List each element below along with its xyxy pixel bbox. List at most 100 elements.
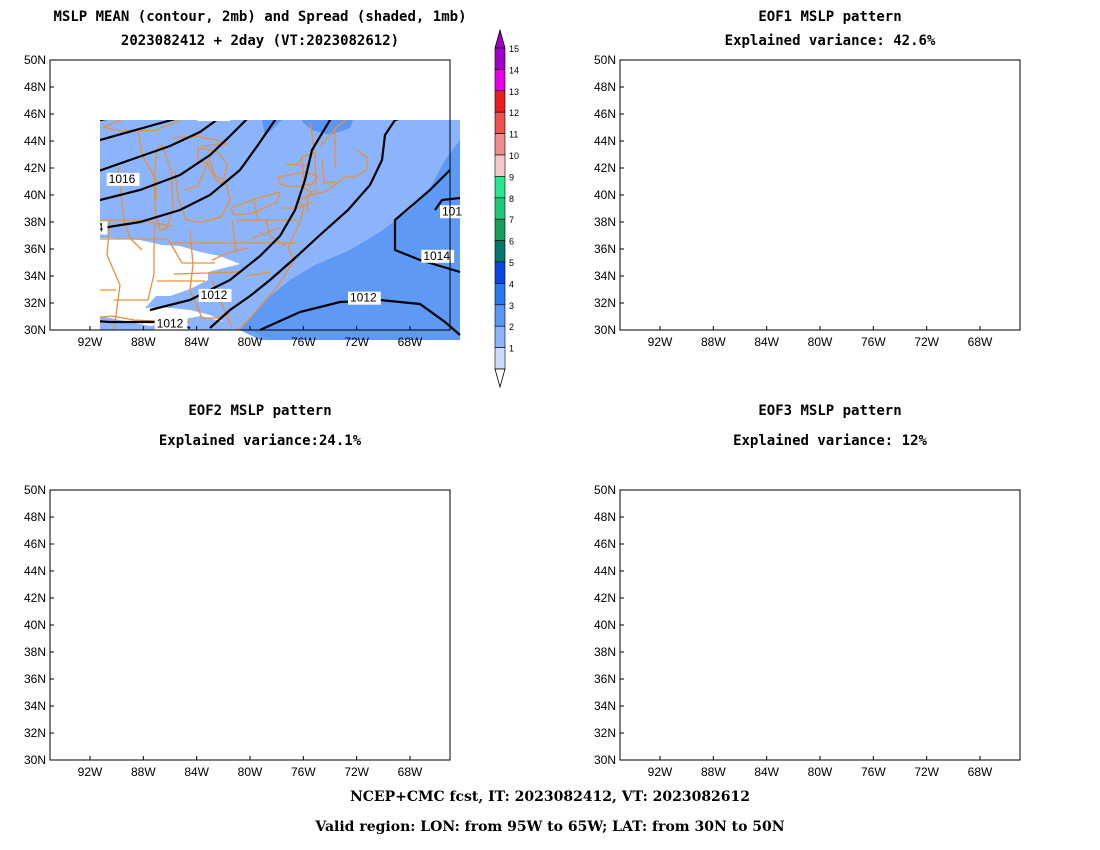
colorbar-label: 8 bbox=[509, 194, 514, 204]
colorbar-label: 10 bbox=[509, 151, 519, 161]
colorbar-swatch bbox=[494, 69, 506, 92]
colorbar-label: 9 bbox=[509, 172, 514, 182]
colorbar-swatch bbox=[494, 47, 506, 70]
lat-tick-label: 30N bbox=[594, 323, 616, 337]
contour-label: 1014 bbox=[77, 220, 104, 234]
contour-label-bg bbox=[197, 120, 231, 122]
colorbar-swatch bbox=[494, 90, 506, 113]
colorbar-label: 7 bbox=[509, 215, 514, 225]
lat-tick-label: 36N bbox=[594, 242, 616, 256]
lon-tick-label: 92W bbox=[78, 335, 103, 349]
lat-tick-label: 36N bbox=[24, 242, 46, 256]
lon-tick-label: 72W bbox=[914, 765, 939, 779]
eof1-title-2: Explained variance: 42.6% bbox=[724, 33, 936, 49]
mean-panel: 1026102410221020101810101008101610141014… bbox=[24, 53, 466, 349]
lon-tick-label: 68W bbox=[968, 765, 993, 779]
colorbar-swatch bbox=[494, 197, 506, 220]
lat-tick-label: 34N bbox=[24, 269, 46, 283]
eof2-ticks: 92W 88W 84W 80W 76W 72W 68W 50N 48N 46N 44N 42N 40N 3… bbox=[24, 483, 423, 779]
colorbar-swatch bbox=[494, 111, 506, 134]
lon-tick-label: 88W bbox=[131, 335, 156, 349]
lon-tick-label: 72W bbox=[344, 765, 369, 779]
lon-tick-label: 88W bbox=[701, 765, 726, 779]
colorbar-label: 6 bbox=[509, 237, 514, 247]
colorbar-swatch bbox=[494, 261, 506, 284]
contour-label-bg bbox=[348, 291, 381, 305]
contour-label: 1016 bbox=[109, 172, 136, 186]
lat-tick-label: 48N bbox=[594, 510, 616, 524]
eof3-title-2: Explained variance: 12% bbox=[733, 433, 927, 449]
eof1-title-1: EOF1 MSLP pattern bbox=[758, 9, 902, 25]
lon-tick-label: 88W bbox=[131, 765, 156, 779]
lat-tick-label: 46N bbox=[594, 107, 616, 121]
lat-tick-label: 50N bbox=[594, 483, 616, 497]
lat-tick-label: 36N bbox=[24, 672, 46, 686]
colorbar-label: 15 bbox=[509, 44, 519, 54]
lon-tick-label: 84W bbox=[184, 765, 209, 779]
mean-ticks: 92W 88W 84W 80W 76W 72W 68W 50N 48N 46N 44N 42N 40N 3… bbox=[24, 53, 423, 349]
lon-tick-label: 92W bbox=[648, 335, 673, 349]
lon-tick-label: 92W bbox=[78, 765, 103, 779]
lon-tick-label: 68W bbox=[398, 765, 423, 779]
colorbar-swatch bbox=[494, 240, 506, 263]
lat-tick-label: 46N bbox=[24, 107, 46, 121]
contour-label: 1012 bbox=[201, 288, 228, 302]
colorbar-swatch bbox=[494, 133, 506, 156]
lon-tick-label: 76W bbox=[291, 765, 316, 779]
lat-tick-label: 44N bbox=[594, 134, 616, 148]
lat-tick-label: 36N bbox=[594, 672, 616, 686]
lon-tick-label: 80W bbox=[808, 765, 833, 779]
lon-tick-label: 84W bbox=[754, 765, 779, 779]
colorbar-bottom-arrow bbox=[494, 368, 506, 389]
eof2-title-1: EOF2 MSLP pattern bbox=[188, 403, 332, 419]
lat-tick-label: 42N bbox=[24, 591, 46, 605]
lon-tick-label: 72W bbox=[914, 335, 939, 349]
lat-tick-label: 50N bbox=[24, 483, 46, 497]
lat-tick-label: 38N bbox=[594, 215, 616, 229]
colorbar-swatch bbox=[494, 325, 506, 348]
colorbar-label: 12 bbox=[509, 108, 519, 118]
colorbar-swatch bbox=[494, 154, 506, 177]
lon-tick-label: 72W bbox=[344, 335, 369, 349]
lon-tick-label: 84W bbox=[754, 335, 779, 349]
colorbar-label: 1 bbox=[509, 344, 514, 354]
colorbar-label: 3 bbox=[509, 301, 514, 311]
lat-tick-label: 34N bbox=[24, 699, 46, 713]
spread-shading bbox=[100, 120, 460, 340]
eof1-panel: 2100 92W88W84W80W76W72W68W50N48N46N44N42… bbox=[594, 53, 1021, 349]
lat-tick-label: 30N bbox=[594, 753, 616, 767]
footer-line-2: Valid region: LON: from 95W to 65W; LAT:… bbox=[315, 819, 785, 835]
lat-tick-label: 40N bbox=[594, 618, 616, 632]
eof3-panel: 1-1000 92W88W84W80W76W72W68W50N48N46N44N… bbox=[594, 483, 1021, 779]
eof3-ticks: 92W 88W 84W 80W 76W 72W 68W 50N 48N 46N 44N 42N 40N 3… bbox=[594, 483, 993, 779]
lon-tick-label: 80W bbox=[808, 335, 833, 349]
lat-tick-label: 46N bbox=[24, 537, 46, 551]
lat-tick-label: 42N bbox=[24, 161, 46, 175]
eof2-title-2: Explained variance:24.1% bbox=[158, 433, 362, 449]
colorbar-swatch bbox=[494, 347, 506, 370]
lat-tick-label: 32N bbox=[594, 296, 616, 310]
lat-tick-label: 50N bbox=[24, 53, 46, 67]
colorbar-swatch bbox=[494, 304, 506, 327]
lat-tick-label: 40N bbox=[594, 188, 616, 202]
lat-tick-label: 42N bbox=[594, 161, 616, 175]
lat-tick-label: 44N bbox=[24, 564, 46, 578]
lon-tick-label: 76W bbox=[861, 335, 886, 349]
lat-tick-label: 44N bbox=[24, 134, 46, 148]
contour-label-bg bbox=[154, 317, 188, 331]
lat-tick-label: 50N bbox=[594, 53, 616, 67]
colorbar-top-arrow bbox=[494, 28, 506, 49]
lat-tick-label: 40N bbox=[24, 188, 46, 202]
eof1-ticks: 92W 88W 84W 80W 76W 72W 68W 50N 48N 46N 44N 42N 40N 3… bbox=[594, 53, 993, 349]
lon-tick-label: 88W bbox=[701, 335, 726, 349]
colorbar-label: 14 bbox=[509, 65, 519, 75]
lat-tick-label: 32N bbox=[24, 296, 46, 310]
lon-tick-label: 92W bbox=[648, 765, 673, 779]
contour-label-bg bbox=[440, 205, 466, 219]
colorbar-swatch bbox=[494, 283, 506, 306]
contour-label-bg bbox=[421, 249, 455, 263]
contour-label: 1018 bbox=[199, 107, 226, 121]
footer-line-1: NCEP+CMC fcst, IT: 2023082412, VT: 20230… bbox=[349, 789, 751, 805]
lat-tick-label: 48N bbox=[24, 80, 46, 94]
